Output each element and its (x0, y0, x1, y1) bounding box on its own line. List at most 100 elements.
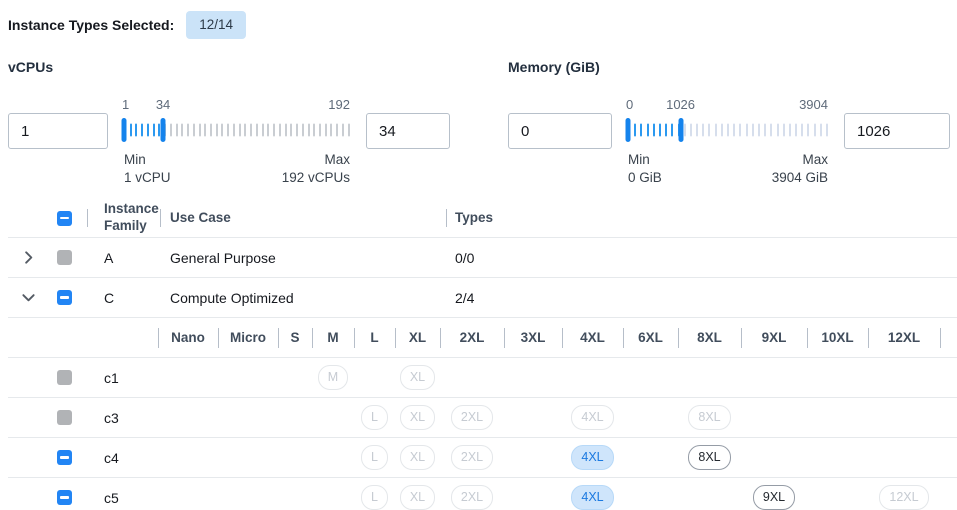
slider-tick (813, 123, 816, 137)
slider-tick (665, 123, 668, 137)
slider-tick (776, 123, 779, 137)
slider-tick (284, 123, 287, 137)
size-badge-c4-2xl: 2XL (450, 445, 494, 470)
memory-min-caption-value: 0 GiB (628, 169, 662, 185)
memory-filter: Memory (GiB) 0 1026 3904 (508, 59, 950, 186)
slider-tick (307, 123, 310, 137)
size-column-xl: XL (395, 318, 440, 357)
size-badge-c3-8xl: 8XL (688, 405, 731, 430)
family-use-case: General Purpose (170, 249, 276, 266)
slider-tick (181, 123, 184, 137)
selection-summary: Instance Types Selected: 12/14 (8, 10, 957, 40)
memory-max-caption-value: 3904 GiB (771, 169, 828, 185)
select-all-checkbox[interactable] (57, 210, 72, 226)
size-badge-c5-9xl[interactable]: 9XL (752, 485, 796, 510)
c3-checkbox (57, 410, 72, 426)
memory-slider-track (625, 118, 828, 142)
memory-slider-captions: Min 0 GiB Max 3904 GiB (628, 151, 828, 186)
c4-checkbox[interactable] (57, 450, 72, 466)
memory-slider-low-handle[interactable] (625, 118, 631, 142)
slider-tick (757, 123, 760, 137)
slider-tick (646, 123, 649, 137)
slider-tick (658, 123, 661, 137)
size-badge-c4-4xl[interactable]: 4XL (571, 445, 614, 470)
size-badge-c5-l: L (361, 485, 388, 510)
instance-type-name: c1 (104, 369, 119, 386)
c5-checkbox[interactable] (57, 490, 72, 506)
slider-tick (708, 123, 711, 137)
memory-slider-high-handle[interactable] (678, 118, 684, 142)
slider-tick (135, 123, 138, 137)
vcpu-max-input[interactable] (366, 113, 450, 149)
size-badge-c4-8xl[interactable]: 8XL (688, 445, 731, 470)
family-row-a: A General Purpose 0/0 (8, 237, 957, 277)
slider-tick (204, 123, 207, 137)
size-badge-c1-m: M (317, 365, 349, 390)
slider-tick (720, 123, 723, 137)
selected-count-badge: 12/14 (186, 10, 247, 40)
slider-tick (671, 123, 674, 137)
slider-tick (215, 123, 218, 137)
vcpu-scale-labels: 1 34 192 (122, 97, 350, 113)
chevron-down-icon[interactable] (21, 290, 36, 305)
memory-scale-low-value: 0 (626, 97, 634, 112)
instance-type-name: c5 (104, 489, 119, 506)
slider-tick (255, 123, 258, 137)
slider-tick (683, 123, 686, 137)
slider-tick (227, 123, 230, 137)
family-types-count: 2/4 (455, 289, 475, 306)
vcpu-slider-low-handle[interactable] (121, 118, 127, 142)
size-badge-c5-4xl[interactable]: 4XL (571, 485, 614, 510)
size-badge-c3-xl: XL (399, 405, 436, 430)
family-types-count: 0/0 (455, 249, 475, 266)
instance-type-name: c3 (104, 409, 119, 426)
selected-count-label: Instance Types Selected: (8, 17, 175, 33)
slider-tick (175, 123, 178, 137)
slider-tick (169, 123, 172, 137)
slider-tick (788, 123, 791, 137)
slider-tick (318, 123, 321, 137)
slider-tick (296, 123, 299, 137)
instance-type-row-c3: c3 L XL 2XL 4XL 8XL (8, 397, 957, 437)
vcpu-min-caption-value: 1 vCPU (124, 169, 171, 185)
vcpu-slider-high-handle[interactable] (160, 118, 166, 142)
size-badge-c5-12xl: 12XL (879, 485, 929, 510)
vcpu-slider-ticks (124, 123, 350, 137)
instance-type-row-c4: c4 L XL 2XL 4XL 8XL (8, 437, 957, 477)
size-badge-c1-xl: XL (399, 365, 436, 390)
instance-type-row-c5: c5 L XL 2XL 4XL 9XL 12XL (8, 477, 957, 510)
slider-tick (341, 123, 344, 137)
memory-filter-title: Memory (GiB) (508, 59, 600, 75)
size-column-8xl: 8XL (678, 318, 741, 357)
vcpu-min-caption: Min (124, 152, 146, 167)
slider-tick (696, 123, 699, 137)
slider-tick (250, 123, 253, 137)
vcpu-min-input[interactable] (8, 113, 108, 149)
table-header-row: Instance Family Use Case Types (8, 199, 957, 237)
slider-tick (770, 123, 773, 137)
filters-row: vCPUs 1 34 192 Min (8, 59, 957, 186)
size-badge-c4-l: L (361, 445, 388, 470)
vcpu-scale-max-value: 192 (328, 97, 350, 112)
slider-tick (324, 123, 327, 137)
slider-tick (751, 123, 754, 137)
vcpu-filter: vCPUs 1 34 192 Min (8, 59, 450, 186)
slider-tick (652, 123, 655, 137)
family-use-case: Compute Optimized (170, 289, 294, 306)
slider-tick (313, 123, 316, 137)
size-column-nano: Nano (158, 318, 218, 357)
family-c-checkbox[interactable] (57, 290, 72, 306)
size-badge-c3-2xl: 2XL (450, 405, 494, 430)
slider-tick (261, 123, 264, 137)
slider-tick (782, 123, 785, 137)
slider-tick (640, 123, 643, 137)
size-column-micro: Micro (218, 318, 278, 357)
memory-max-input[interactable] (844, 113, 950, 149)
slider-tick (714, 123, 717, 137)
slider-tick (301, 123, 304, 137)
column-header-types: Types (455, 209, 494, 225)
size-column-4xl: 4XL (562, 318, 623, 357)
memory-min-input[interactable] (508, 113, 612, 149)
chevron-right-icon[interactable] (21, 250, 36, 265)
